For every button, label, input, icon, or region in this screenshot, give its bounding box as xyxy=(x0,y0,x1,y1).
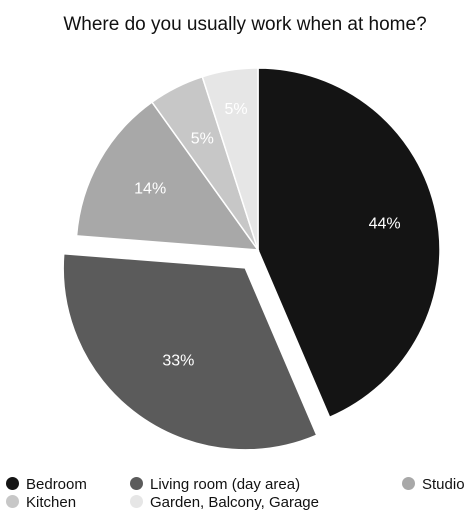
legend-label-living-room: Living room (day area) xyxy=(150,476,301,493)
legend-swatch-kitchen xyxy=(6,495,19,508)
legend-swatch-bedroom xyxy=(6,477,19,490)
legend-label-studio: Studio xyxy=(422,476,465,493)
pie-slice-garden xyxy=(201,67,259,251)
legend-row-1: Bedroom Living room (day area) Studio xyxy=(6,476,475,494)
legend-item-studio: Studio xyxy=(402,476,465,494)
slice-label-garden: 5% xyxy=(224,101,247,118)
slice-label-kitchen: 5% xyxy=(191,131,214,148)
legend-label-garden: Garden, Balcony, Garage xyxy=(150,494,319,511)
legend-item-living-room: Living room (day area) xyxy=(130,476,300,494)
pie-slice-bedroom xyxy=(257,67,441,419)
legend-swatch-garden xyxy=(130,495,143,508)
legend-item-garden: Garden, Balcony, Garage xyxy=(130,494,319,512)
legend-item-kitchen: Kitchen xyxy=(6,494,76,512)
pie-slice-living-room xyxy=(62,252,318,451)
chart-title: Where do you usually work when at home? xyxy=(63,14,427,35)
legend-label-bedroom: Bedroom xyxy=(26,476,87,493)
slice-label-bedroom: 44% xyxy=(369,215,401,232)
chart-legend: Bedroom Living room (day area) Studio Ki… xyxy=(6,476,475,512)
legend-swatch-studio xyxy=(402,477,415,490)
pie-slice-studio xyxy=(75,101,260,251)
legend-swatch-living-room xyxy=(130,477,143,490)
slice-label-studio: 14% xyxy=(134,180,166,197)
slice-label-living-room: 33% xyxy=(162,352,194,369)
legend-row-2: Kitchen Garden, Balcony, Garage xyxy=(6,494,475,512)
legend-item-bedroom: Bedroom xyxy=(6,476,87,494)
legend-label-kitchen: Kitchen xyxy=(26,494,77,511)
